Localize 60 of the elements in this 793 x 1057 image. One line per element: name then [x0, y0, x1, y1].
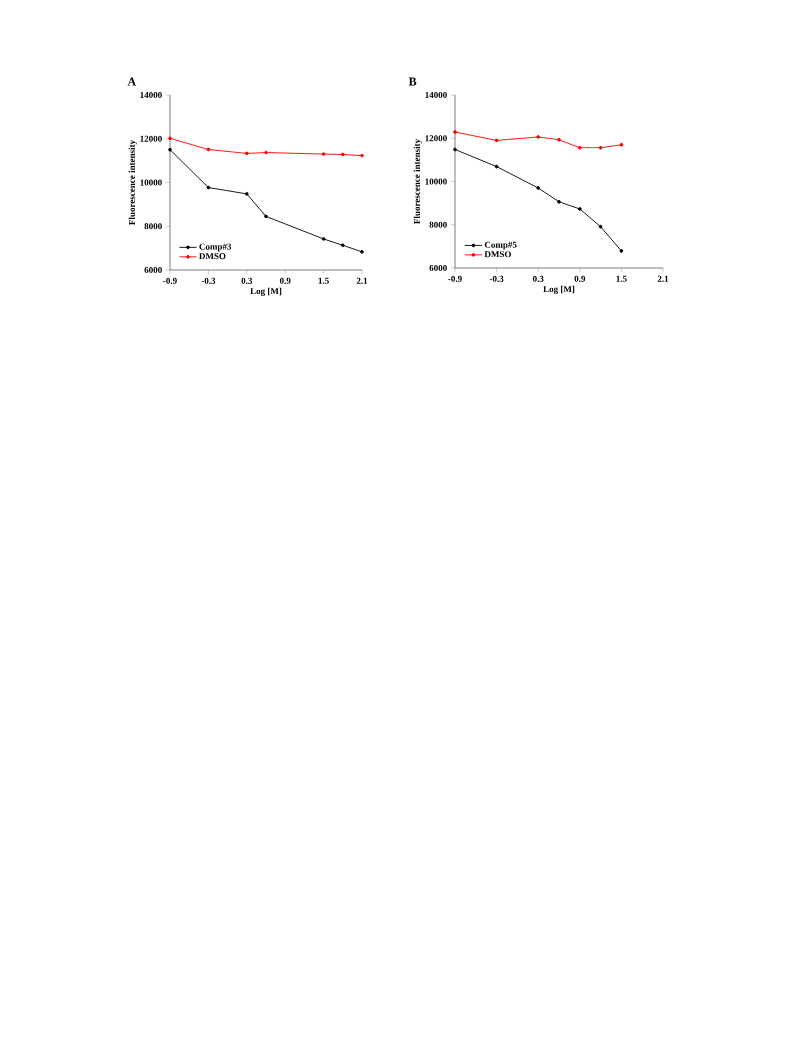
y-axis-title: Fluorescence intensity	[413, 139, 422, 224]
y-tick-label: 12000	[140, 135, 162, 142]
point	[494, 164, 499, 169]
point	[340, 152, 345, 157]
x-tick-label: 1.5	[318, 277, 329, 284]
x-tick-label: 0.3	[532, 275, 544, 282]
x-tick-label: 2.1	[356, 277, 368, 284]
point	[577, 207, 582, 211]
legend-label: Comp#3	[199, 243, 232, 252]
legend-label: DMSO	[199, 253, 226, 260]
point	[244, 151, 249, 156]
x-tick-label: -0.9	[448, 275, 462, 282]
x-tick-label: -0.3	[201, 277, 216, 284]
y-tick-label: 6000	[144, 266, 162, 274]
point	[619, 249, 624, 253]
x-tick-label: 1.5	[616, 275, 627, 282]
point	[264, 150, 268, 155]
point	[494, 138, 499, 143]
x-axis-title: Log [M]	[543, 285, 575, 295]
x-axis-title: Log [M]	[250, 287, 282, 297]
x-tick-label: 0.9	[574, 275, 586, 282]
point	[206, 147, 211, 152]
point	[536, 186, 541, 190]
chart-title: A	[127, 77, 137, 86]
y-tick-label: 10000	[140, 179, 162, 186]
point	[340, 243, 345, 248]
point	[598, 224, 603, 229]
y-axis-title: Fluorescence intensity	[128, 140, 137, 225]
x-tick-label: -0.3	[489, 275, 504, 282]
point	[577, 145, 582, 150]
y-tick-label: 10000	[425, 178, 447, 185]
point	[360, 153, 364, 158]
y-tick-label: 8000	[144, 223, 162, 230]
x-tick-label: 2.1	[657, 275, 669, 282]
point	[264, 214, 268, 219]
point	[557, 137, 561, 142]
point	[168, 136, 172, 141]
point	[557, 199, 561, 204]
point	[536, 135, 541, 139]
y-tick-label: 8000	[429, 221, 447, 228]
point	[244, 192, 249, 196]
point	[321, 237, 326, 241]
y-tick-label: 14000	[425, 91, 447, 99]
point	[598, 145, 603, 150]
point	[206, 185, 211, 190]
legend-label: DMSO	[484, 251, 511, 258]
legend-label: Comp#5	[484, 241, 517, 250]
point	[360, 250, 364, 254]
y-tick-label: 14000	[140, 91, 162, 99]
point	[619, 142, 624, 147]
x-tick-label: -0.9	[163, 277, 177, 284]
point	[168, 147, 172, 152]
x-tick-label: 0.9	[279, 277, 291, 284]
point	[453, 130, 457, 134]
x-tick-label: 0.3	[241, 277, 253, 284]
y-tick-label: 12000	[425, 135, 447, 142]
chart-title: B	[408, 77, 417, 86]
y-tick-label: 6000	[429, 264, 447, 272]
point	[453, 147, 457, 152]
point	[321, 152, 326, 156]
